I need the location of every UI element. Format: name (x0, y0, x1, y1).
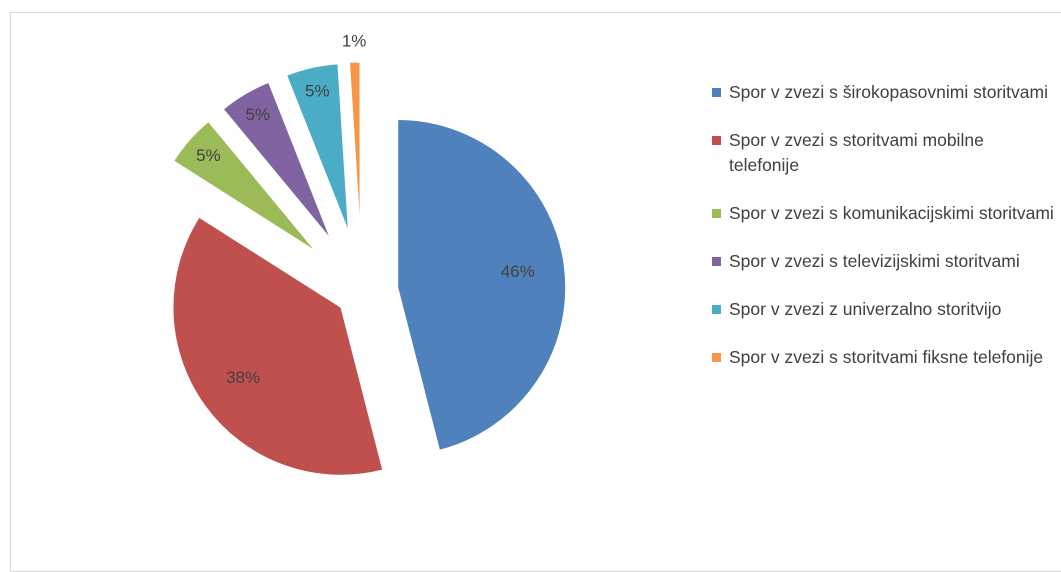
pie-slice (222, 81, 331, 239)
legend-label: Spor v zvezi s širokopasovnimi storitvam… (729, 82, 1048, 102)
legend-swatch (712, 209, 721, 218)
data-label: 38% (226, 368, 260, 387)
data-label: 46% (501, 262, 535, 281)
legend-item: Spor v zvezi s televizijskimi storitvami (712, 249, 1057, 274)
legend-swatch (712, 353, 721, 362)
data-label: 5% (245, 105, 270, 124)
legend-item: Spor v zvezi s komunikacijskimi storitva… (712, 201, 1057, 226)
legend-swatch (712, 305, 721, 314)
legend-item: Spor v zvezi s storitvami mobilne telefo… (712, 128, 1057, 178)
legend-swatch (712, 136, 721, 145)
legend: Spor v zvezi s širokopasovnimi storitvam… (712, 80, 1057, 393)
pie-slice (397, 118, 567, 451)
legend-swatch (712, 88, 721, 97)
legend-label: Spor v zvezi s storitvami fiksne telefon… (729, 347, 1044, 367)
pie-slice (285, 63, 349, 232)
pie-slice (348, 61, 361, 231)
legend-item: Spor v zvezi z univerzalno storitvijo (712, 297, 1057, 322)
legend-item: Spor v zvezi s storitvami fiksne telefon… (712, 345, 1057, 370)
pie-chart: 46% 38% 5% 5% 5% 1% (172, 31, 567, 476)
data-label: 1% (342, 31, 367, 50)
legend-label: Spor v zvezi s televizijskimi storitvami (729, 251, 1020, 271)
legend-swatch (712, 257, 721, 266)
legend-label: Spor v zvezi s komunikacijskimi storitva… (729, 203, 1054, 223)
pie-slice (172, 120, 316, 252)
legend-item: Spor v zvezi s širokopasovnimi storitvam… (712, 80, 1057, 105)
data-label: 5% (305, 82, 330, 101)
data-label: 5% (196, 146, 221, 165)
legend-label: Spor v zvezi s storitvami mobilne telefo… (729, 130, 984, 175)
pie-slice (172, 216, 384, 476)
legend-label: Spor v zvezi z univerzalno storitvijo (729, 299, 1002, 319)
